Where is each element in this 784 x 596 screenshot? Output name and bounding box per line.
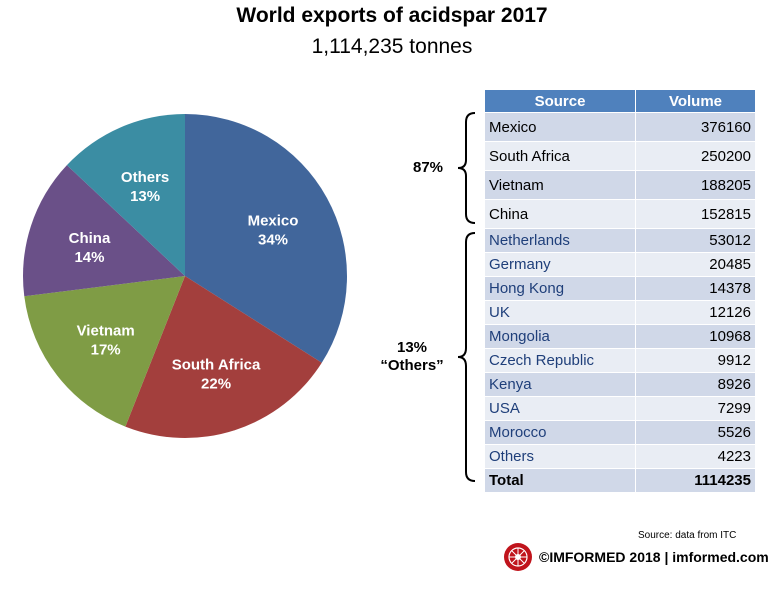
row-source: USA [484,396,636,421]
row-volume: 9912 [635,348,756,373]
table-row: South Africa 250200 [484,141,756,171]
row-source: UK [484,300,636,325]
pie-slice-south-africa [125,276,322,438]
header-source: Source [484,89,636,113]
row-volume: 188205 [635,170,756,200]
row-volume: 152815 [635,199,756,229]
pie-label: South Africa [172,357,261,374]
row-volume: 376160 [635,112,756,142]
source-note: Source: data from ITC [638,530,737,541]
brace-major [457,112,476,224]
footer: ©IMFORMED 2018 | imformed.com [503,542,769,572]
pie-slice-others [66,114,185,276]
table-row: Mexico 376160 [484,112,756,142]
row-source: Hong Kong [484,276,636,301]
row-volume: 250200 [635,141,756,171]
header-volume: Volume [635,89,756,113]
table-row: China 152815 [484,199,756,229]
row-source: Morocco [484,420,636,445]
pie-percent-label: 14% [74,249,104,266]
row-source: South Africa [484,141,636,171]
row-volume: 10968 [635,324,756,349]
table-row: Morocco 5526 [484,420,756,445]
chart-subtitle: 1,114,235 tonnes [311,35,473,58]
row-source: Czech Republic [484,348,636,373]
table-row: Czech Republic 9912 [484,348,756,373]
table-row: Mongolia 10968 [484,324,756,349]
table-row: USA 7299 [484,396,756,421]
major-group-percent: 87% [412,159,444,176]
pie-percent-label: 13% [130,188,160,205]
table-row: Kenya 8926 [484,372,756,397]
others-group-percent: 13% [396,339,428,356]
table-body: Mexico 376160 South Africa 250200 Vietnam 188… [484,112,756,493]
row-volume: 5526 [635,420,756,445]
row-source: Vietnam [484,170,636,200]
row-volume: 4223 [635,444,756,469]
row-source: China [484,199,636,229]
others-group-label: “Others” [380,357,444,374]
table-row: Others 4223 [484,444,756,469]
table-row: Hong Kong 14378 [484,276,756,301]
pie-slice-vietnam [24,276,185,427]
table-row: Germany 20485 [484,252,756,277]
row-source: Germany [484,252,636,277]
imformed-logo-icon [504,543,532,571]
pie-label: Others [121,169,169,186]
row-volume: 20485 [635,252,756,277]
pie-slice-mexico [185,114,348,363]
chart-title: World exports of acidspar 2017 [236,4,548,27]
total-row: Total 1114235 [484,468,756,493]
row-source: Others [484,444,636,469]
footer-text: ©IMFORMED 2018 | imformed.com [539,549,769,565]
pie-percent-label: 17% [91,342,121,359]
export-table: Source Volume Mexico 376160 South Africa 25… [484,89,756,493]
row-source: Mexico [484,112,636,142]
pie-label: Mexico [248,213,299,230]
pie-percent-label: 34% [258,232,288,249]
row-source: Kenya [484,372,636,397]
row-source: Netherlands [484,228,636,253]
row-volume: 8926 [635,372,756,397]
row-volume: 14378 [635,276,756,301]
table-row: Vietnam 188205 [484,170,756,200]
pie-percent-label: 22% [201,376,231,393]
brace-others [457,232,476,482]
row-volume: 7299 [635,396,756,421]
pie-label: China [69,230,111,247]
total-value: 1114235 [635,468,756,493]
table-row: Netherlands 53012 [484,228,756,253]
table-row: UK 12126 [484,300,756,325]
pie-label: Vietnam [77,323,135,340]
row-source: Mongolia [484,324,636,349]
pie-slice-china [23,165,185,297]
total-label: Total [484,468,636,493]
row-volume: 12126 [635,300,756,325]
row-volume: 53012 [635,228,756,253]
